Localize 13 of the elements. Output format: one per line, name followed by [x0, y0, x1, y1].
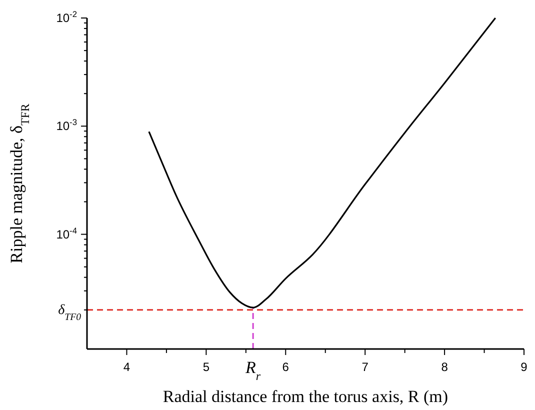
x-axis-title: Radial distance from the torus axis, R (m) — [162, 387, 448, 406]
y-tick-label: 10$^{-4}$ — [56, 225, 78, 242]
y-tick-label: 10$^{-2}$ — [56, 9, 78, 25]
x-tick-label: 8 — [441, 360, 448, 374]
x-tick-label: 9 — [520, 360, 528, 374]
x-tick-label: 7 — [362, 360, 369, 374]
ref-line-label: δ$_{TF0}$ — [58, 302, 82, 322]
x-tick-label: 6 — [282, 360, 290, 374]
y-tick-label: 10$^{-3}$ — [56, 117, 78, 134]
line-series — [148, 17, 496, 308]
ref-line-label: R$_{r}$ — [244, 358, 261, 383]
x-tick-label: 5 — [202, 360, 210, 374]
x-tick-label: 4 — [123, 360, 130, 374]
